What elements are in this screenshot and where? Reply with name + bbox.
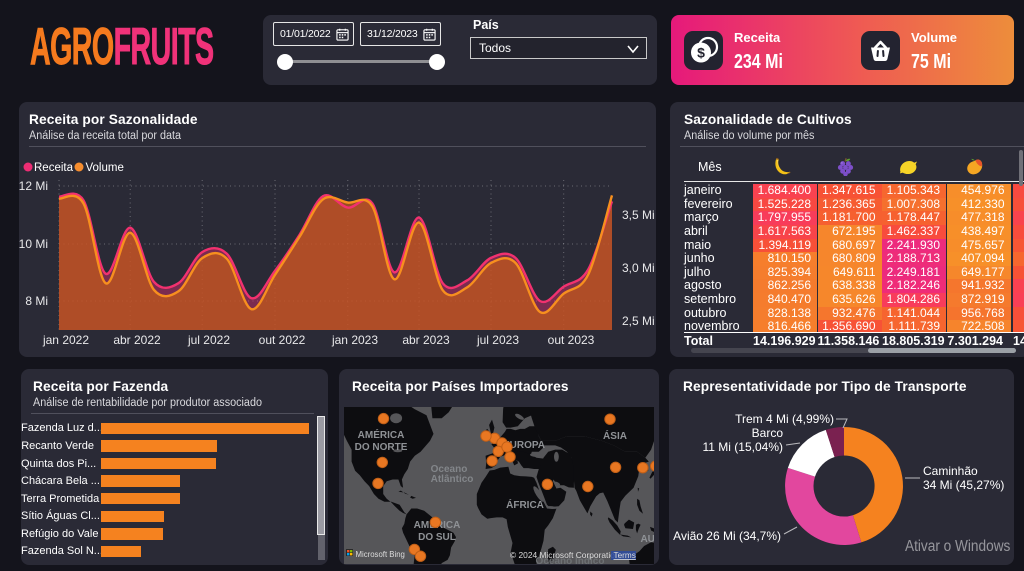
svg-text:out 2022: out 2022 (259, 333, 306, 347)
svg-text:EUROPA: EUROPA (503, 440, 545, 451)
svg-text:10 Mi: 10 Mi (19, 237, 48, 251)
svg-text:$: $ (697, 45, 705, 61)
svg-text:ÁSIA: ÁSIA (603, 429, 627, 442)
svg-text:Oceano: Oceano (431, 464, 468, 475)
svg-text:11 Mi (15,04%): 11 Mi (15,04%) (703, 440, 783, 454)
svg-text:12 Mi: 12 Mi (19, 179, 48, 193)
svg-text:Barco: Barco (752, 426, 784, 440)
svg-text:jul 2023: jul 2023 (476, 333, 519, 347)
svg-text:3,0 Mi: 3,0 Mi (622, 261, 655, 275)
svg-text:DO SUL: DO SUL (418, 532, 456, 543)
svg-text:abr 2022: abr 2022 (113, 333, 161, 347)
svg-text:3,5 Mi: 3,5 Mi (622, 208, 655, 222)
svg-text:out 2023: out 2023 (548, 333, 595, 347)
svg-text:Microsoft Bing: Microsoft Bing (356, 550, 405, 559)
svg-text:Atlântico: Atlântico (431, 474, 474, 485)
svg-text:Caminhão: Caminhão (923, 464, 978, 478)
svg-text:2,5 Mi: 2,5 Mi (622, 314, 655, 328)
svg-text:jan 2023: jan 2023 (331, 333, 378, 347)
svg-text:jan 2022: jan 2022 (42, 333, 89, 347)
svg-text:AMÉRICA: AMÉRICA (358, 428, 405, 441)
svg-text:Terms: Terms (614, 551, 636, 560)
svg-text:34 Mi (45,27%): 34 Mi (45,27%) (923, 478, 1004, 492)
svg-text:ÁFRICA: ÁFRICA (506, 498, 544, 511)
svg-text:Avião 26 Mi (34,7%): Avião 26 Mi (34,7%) (673, 529, 781, 543)
svg-text:8 Mi: 8 Mi (25, 294, 48, 308)
svg-text:DO NORTE: DO NORTE (355, 442, 408, 453)
svg-text:jul 2022: jul 2022 (187, 333, 230, 347)
svg-text:Trem 4 Mi (4,99%): Trem 4 Mi (4,99%) (735, 412, 834, 426)
svg-text:Volume: Volume (86, 162, 124, 174)
svg-text:AUS: AUS (640, 534, 654, 545)
svg-text:© 2024 Microsoft Corporation: © 2024 Microsoft Corporation (510, 550, 620, 560)
svg-text:Oceano Índico: Oceano Índico (536, 554, 605, 564)
svg-text:Receita: Receita (34, 162, 74, 174)
svg-text:abr 2023: abr 2023 (402, 333, 450, 347)
